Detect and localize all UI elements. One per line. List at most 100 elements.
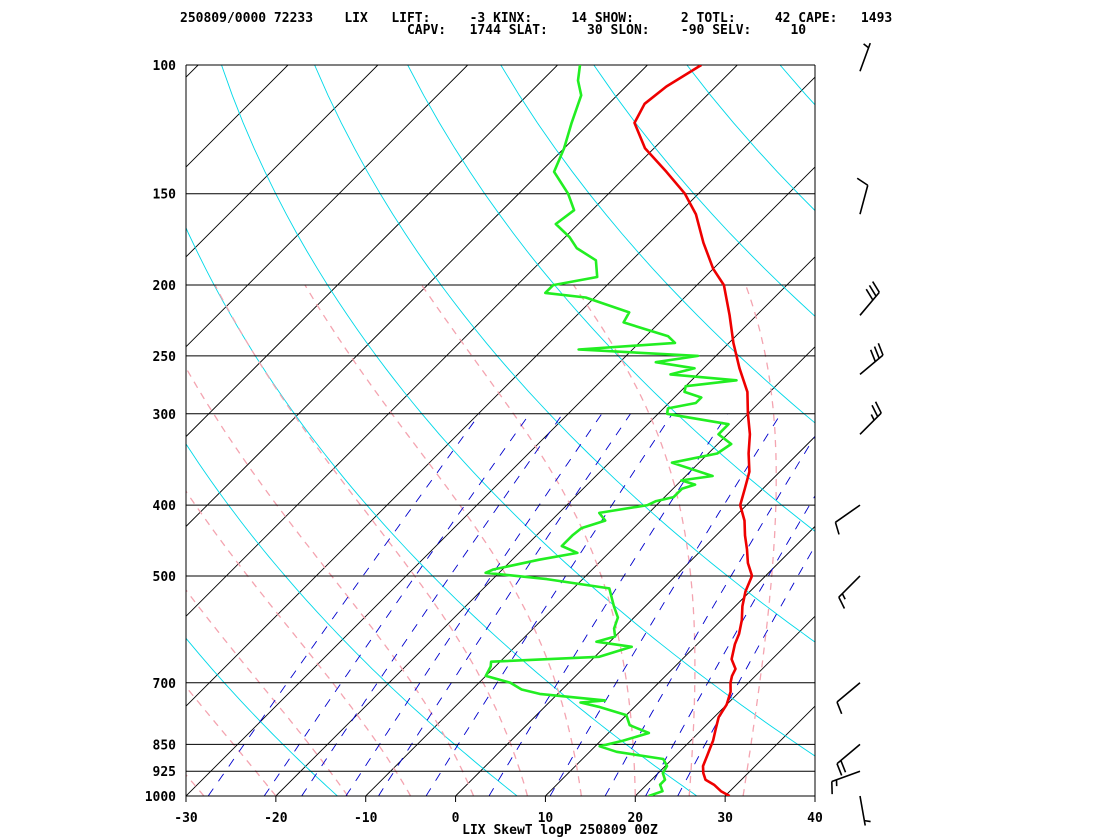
moist-adiabat [186,490,412,796]
wind-barb [836,743,861,776]
y-tick-label: 500 [153,570,177,585]
x-tick-label: -20 [264,811,288,826]
barb-flag [838,596,846,609]
isobars [185,64,816,797]
mixing-ratio-line [345,413,603,796]
isotherm [186,65,379,258]
wind-barb [831,770,861,795]
moist-adiabat [186,366,475,796]
isotherm [814,795,815,796]
barb-staff [859,42,872,72]
barb-half-flag [864,819,871,823]
barb-flag [865,288,874,301]
isotherm [186,65,289,168]
barb-staff [836,682,861,703]
wind-barbs [831,42,884,826]
y-tick-label: 300 [153,408,177,423]
dry-adiabat [779,65,815,106]
barb-flag [856,177,869,186]
moist-adiabat [186,685,277,796]
y-tick-label: 850 [153,738,177,753]
sounding-profiles [484,65,754,796]
dewpoint-profile [484,65,738,796]
isotherm [545,525,815,796]
dry-adiabat [686,65,815,212]
barb-staff [859,185,869,215]
isotherm [186,166,815,796]
x-tick-label: -30 [174,811,198,826]
isotherm [186,65,738,617]
barb-flag [871,281,880,293]
mixing-ratio-line [645,495,815,796]
barb-flag [834,522,840,535]
isotherm [186,65,469,348]
mixing-ratio-line [425,413,673,796]
wind-barb [859,401,882,435]
barb-flag [874,401,882,414]
header-line-2: CAPV: 1744 SLAT: 30 SLON: -90 SELV: 10 [180,23,806,38]
isotherm [0,65,108,796]
y-tick-label: 1000 [145,790,176,805]
barb-flag [873,346,880,359]
dry-adiabat [873,65,1120,796]
dry-adiabat [221,65,815,757]
x-tick-label: 40 [807,811,823,826]
wind-barb [834,504,861,535]
x-tick-label: 10 [538,811,554,826]
dry-adiabat [500,65,815,424]
header-line-1: 250809/0000 72233 LIX LIFT: -3 KINX: 14 … [180,11,892,26]
mixing-ratio-line [207,413,481,796]
dry-adiabat [186,226,698,796]
barb-flag [871,404,879,417]
barb-staff [834,504,861,523]
mixing-ratio-line [301,413,564,796]
isotherm [455,435,815,796]
temperature-profile [633,65,754,796]
moist-adiabat [742,284,777,796]
isotherm [186,65,648,528]
isotherm [186,65,558,438]
isotherm [0,65,18,796]
isotherm [634,615,815,796]
mixing-ratio-line [488,413,728,796]
x-tick-label: 0 [452,811,460,826]
mixing-ratio-line [378,413,631,796]
wind-barb [859,343,884,376]
barb-half-flag [841,593,846,600]
barb-half-flag [863,43,870,49]
x-tick-label: -10 [354,811,378,826]
wind-barb [856,177,869,215]
mixing-ratio-line [677,544,815,796]
dry-adiabat [186,443,518,796]
y-tick-label: 700 [153,677,177,692]
barb-half-flag [870,414,875,421]
dry-adiabat [314,65,815,643]
y-tick-label: 200 [153,279,177,294]
barb-flag [836,701,843,715]
isotherm [724,705,815,796]
wind-barb [838,575,861,609]
barb-flag [836,763,843,776]
mixing-ratio-line [549,413,782,796]
chart-title: LIX SkewT logP 250809 00Z [462,823,658,838]
x-tick-label: 30 [717,811,733,826]
y-tick-label: 925 [153,765,176,780]
wind-barb [859,42,872,72]
moist-adiabat [421,284,636,796]
moist-adiabat [573,284,696,796]
mixing-ratio-line [604,435,815,796]
wind-barb [836,682,861,715]
dry-adiabat [1059,65,1120,796]
isotherm [275,256,815,796]
moist-adiabat [186,589,349,796]
barb-flag [877,343,884,356]
moist-adiabat [304,284,583,796]
barb-flag [840,760,847,773]
y-tick-label: 150 [153,188,177,203]
y-tick-label: 400 [153,499,177,514]
dry-adiabat [966,65,1120,796]
y-tick-label: 250 [153,350,177,365]
y-tick-label: 100 [153,59,177,74]
